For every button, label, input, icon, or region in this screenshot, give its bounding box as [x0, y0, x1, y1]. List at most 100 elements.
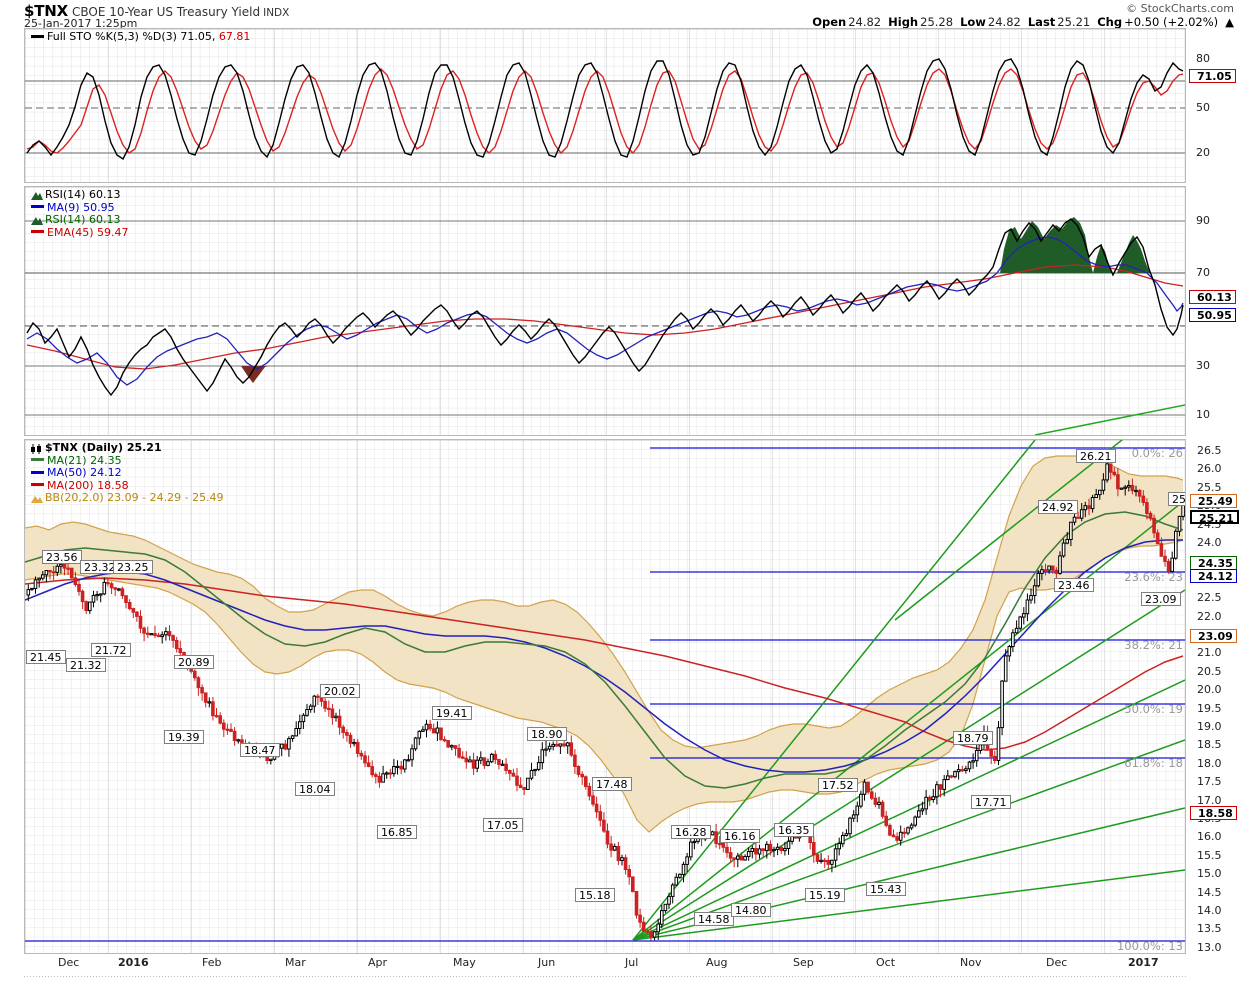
legend-label-bb: BB(20,2.0) 23.09 - 24.29 - 25.49: [45, 491, 224, 504]
legend-item-tnx: $TNX (Daily) 25.21: [31, 441, 224, 455]
price-callout: 14.58: [694, 912, 734, 926]
legend-label-ema45: EMA(45) 59.47: [47, 225, 129, 239]
y-tick-price-14-5: 14.5: [1197, 885, 1222, 899]
legend-item-ema45: EMA(45) 59.47: [31, 225, 129, 240]
fib-label-236: 23.6%: 23: [1124, 570, 1183, 584]
price-callout: 23.56: [42, 550, 82, 564]
price-panel[interactable]: $TNX (Daily) 25.21 MA(21) 24.35 MA(50) 2…: [24, 439, 1186, 954]
y-tick-price-22-5: 22.5: [1197, 591, 1222, 605]
legend-item-rsi-main: RSI(14) 60.13: [31, 188, 129, 202]
rsi-legend: RSI(14) 60.13 MA(9) 50.95 RSI(14) 60.13 …: [31, 188, 129, 240]
y-tick-price-17-5: 17.5: [1197, 775, 1222, 789]
line-red-icon: [31, 230, 44, 233]
legend-label-full-sto-d: 67.81: [215, 30, 251, 43]
symbol-line: $TNX CBOE 10-Year US Treasury Yield INDX: [24, 1, 289, 20]
stochastic-panel[interactable]: Full STO %K(5,3) %D(3) 71.05, 67.81: [24, 28, 1186, 183]
legend-label-ma200: MA(200) 18.58: [47, 478, 129, 492]
y-tick-price-15-5: 15.5: [1197, 848, 1222, 862]
legend-label-ma50: MA(50) 24.12: [47, 466, 122, 479]
fib-label-1000: 100.0%: 13: [1116, 939, 1183, 953]
rsi-y-axis: 90 70 30 10 60.13 50.95: [1188, 186, 1240, 436]
price-callout: 24.92: [1038, 500, 1078, 514]
price-callout: 23.25: [113, 560, 153, 574]
x-tick-nov: Nov: [960, 956, 982, 969]
symbol-exchange: INDX: [263, 7, 290, 19]
x-axis: Dec 2016 Feb Mar Apr May Jun Jul Aug Sep Oct Nov Dec…: [24, 956, 1186, 976]
y-tick-price-26-5: 26.5: [1197, 444, 1222, 457]
price-callout: 18.47: [240, 743, 280, 757]
quote-high-label: High: [888, 15, 919, 29]
stochastic-y-axis: 80 50 20 71.05 67.81: [1188, 28, 1240, 183]
price-callout: 15.19: [805, 888, 845, 902]
y-tick-sto-80: 80: [1196, 52, 1210, 65]
quote-low-label: Low: [960, 15, 986, 29]
chart-datetime: 25-Jan-2017 1:25pm: [24, 17, 138, 30]
y-tick-price-13-5: 13.5: [1197, 922, 1222, 936]
bottom-divider: [24, 976, 1186, 977]
price-callout: 19.41: [432, 706, 472, 720]
tag-ma200: 18.58: [1190, 806, 1237, 820]
tag-ma21: 24.35: [1190, 556, 1237, 570]
legend-item-ma9: MA(9) 50.95: [31, 200, 129, 215]
tri-green-icon-2: [31, 216, 43, 225]
stockcharts-brand: © StockCharts.com: [1126, 2, 1234, 15]
x-tick-may: May: [453, 956, 476, 969]
tag-rsi-ma9: 50.95: [1189, 308, 1236, 322]
tri-green-icon: [31, 191, 43, 200]
rsi-plot: [25, 187, 1185, 435]
y-tick-price-20-0: 20.0: [1197, 683, 1222, 697]
line-black-icon: [31, 34, 44, 38]
tag-rsi-value: 60.13: [1189, 290, 1236, 304]
fib-label-00: 0.0%: 26: [1131, 446, 1183, 460]
y-tick-rsi-70: 70: [1196, 266, 1210, 279]
x-tick-2017: 2017: [1128, 956, 1159, 969]
price-callout: 17.52: [818, 778, 858, 792]
legend-label-ma9: MA(9) 50.95: [47, 200, 115, 214]
symbol-ticker: $TNX: [24, 2, 68, 20]
x-tick-feb: Feb: [202, 956, 222, 969]
y-tick-price-25-5: 25.5: [1197, 480, 1222, 494]
price-callout: 14.80: [731, 903, 771, 917]
x-tick-sep: Sep: [793, 956, 814, 969]
y-tick-price-18-0: 18.0: [1197, 756, 1222, 770]
fib-label-382: 38.2%: 21: [1124, 638, 1183, 652]
y-tick-price-13-0: 13.0: [1197, 940, 1222, 954]
y-tick-price-22-0: 22.0: [1197, 609, 1222, 623]
quote-low-value: 24.82: [987, 15, 1021, 29]
y-tick-rsi-90: 90: [1196, 214, 1210, 227]
price-plot: [25, 440, 1185, 953]
legend-item-ma200: MA(200) 18.58: [31, 478, 224, 493]
price-callout: 17.71: [971, 795, 1011, 809]
x-tick-dec: Dec: [58, 956, 80, 969]
line-red-icon-2: [31, 483, 44, 486]
legend-item-full-sto: Full STO %K(5,3) %D(3) 71.05, 67.81: [31, 30, 251, 44]
y-tick-price-19-5: 19.5: [1197, 701, 1222, 715]
x-tick-jul: Jul: [625, 956, 639, 969]
price-callout: 18.79: [953, 731, 993, 745]
rsi-panel[interactable]: RSI(14) 60.13 MA(9) 50.95 RSI(14) 60.13 …: [24, 186, 1186, 436]
up-arrow-icon: ▲: [1225, 15, 1234, 29]
quote-bar: Open 24.82 High 25.28 Low 24.82 Last 25.21 Chg +0…: [812, 15, 1234, 29]
price-callout: 21.32: [66, 658, 106, 672]
tag-bb-upper: 25.49: [1190, 494, 1237, 508]
legend-label-rsi: RSI(14) 60.13: [45, 188, 121, 201]
quote-chg-label: Chg: [1097, 15, 1123, 29]
x-tick-apr: Apr: [368, 956, 388, 969]
quote-open-label: Open: [812, 15, 847, 29]
y-tick-rsi-10: 10: [1196, 408, 1210, 421]
price-callout: 17.48: [592, 777, 632, 791]
chart-header: $TNX CBOE 10-Year US Treasury Yield INDX 2…: [0, 0, 1240, 30]
price-callout: 23.46: [1054, 578, 1094, 592]
price-y-axis: 26.526.025.525.024.524.023.523.022.522.0…: [1188, 439, 1240, 954]
price-callout: 15.18: [575, 888, 615, 902]
tag-bb-lower: 23.09: [1190, 629, 1237, 643]
price-callout: 21.72: [91, 643, 131, 657]
x-tick-aug: Aug: [706, 956, 728, 969]
tag-last-price: 25.21: [1190, 510, 1239, 525]
y-tick-price-19-0: 19.0: [1197, 720, 1222, 733]
quote-chg-value: +0.50 (+2.02%): [1124, 15, 1219, 29]
legend-label-rsi14: RSI(14) 60.13: [45, 213, 121, 226]
line-blue-icon-2: [31, 470, 44, 474]
price-legend: $TNX (Daily) 25.21 MA(21) 24.35 MA(50) 2…: [31, 441, 224, 505]
line-green-icon: [31, 458, 44, 461]
